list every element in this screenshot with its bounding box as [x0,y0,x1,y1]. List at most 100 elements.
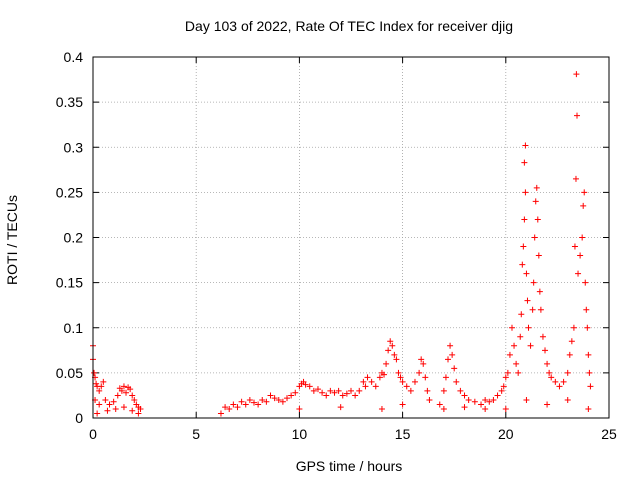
x-tick-label: 10 [292,426,308,442]
data-point [323,392,330,399]
data-point [515,369,522,376]
data-point [523,396,530,403]
data-point [422,374,429,381]
data-point [420,360,427,367]
data-point [482,405,489,412]
data-point [129,407,136,414]
data-point [238,398,245,405]
data-point [525,324,532,331]
data-point [259,396,266,403]
data-point [389,342,396,349]
data-point [127,386,134,393]
x-tick-label: 5 [192,426,200,442]
data-point [242,401,249,408]
data-point [250,399,257,406]
data-point [226,405,233,412]
data-point [426,396,433,403]
data-point [118,387,125,394]
data-point [381,371,388,378]
data-point [502,374,509,381]
data-point [314,386,321,393]
data-point [129,392,136,399]
data-point [98,383,105,390]
data-point [560,378,567,385]
data-point [478,401,485,408]
data-point [362,383,369,390]
data-point [490,396,497,403]
data-point [544,360,551,367]
data-point [534,216,541,223]
data-point [356,387,363,394]
data-point [385,347,392,354]
data-point [504,369,511,376]
data-point [575,270,582,277]
data-point [339,392,346,399]
data-point [513,360,520,367]
data-point [399,401,406,408]
data-point [506,351,513,358]
data-point [533,184,540,191]
data-point [587,383,594,390]
data-point [482,396,489,403]
data-point [564,396,571,403]
data-point [106,401,113,408]
data-point [486,398,493,405]
data-point [100,378,107,385]
data-point [568,338,575,345]
data-point [96,387,103,394]
data-point [372,383,379,390]
data-point [440,405,447,412]
data-point [451,365,458,372]
data-point [335,387,342,394]
data-point [234,404,241,411]
data-point [255,401,262,408]
data-point [120,404,127,411]
data-point [306,383,313,390]
data-point [418,356,425,363]
data-point [572,175,579,182]
data-point [519,261,526,268]
data-point [542,347,549,354]
data-point [279,398,286,405]
data-point [407,387,414,394]
data-point [539,333,546,340]
data-point [327,387,334,394]
data-point [222,404,229,411]
data-point [524,297,531,304]
data-point [403,383,410,390]
data-point [573,71,580,78]
data-point [275,396,282,403]
data-point [393,356,400,363]
data-point [337,404,344,411]
data-point [508,324,515,331]
data-point [395,369,402,376]
data-point [364,374,371,381]
data-point [552,378,559,385]
data-points [90,71,594,417]
data-point [271,395,278,402]
data-point [511,342,518,349]
data-point [96,401,103,408]
data-point [566,351,573,358]
data-point [564,369,571,376]
data-point [571,243,578,250]
y-tick-label: 0 [75,410,83,426]
data-point [457,387,464,394]
data-point [579,234,586,241]
x-tick-label: 15 [395,426,411,442]
data-point [246,396,253,403]
data-point [440,387,447,394]
data-point [114,392,121,399]
data-point [391,351,398,358]
x-tick-label: 25 [601,426,617,442]
data-point [570,324,577,331]
data-point [521,159,528,166]
data-point [530,279,537,286]
data-point [580,202,587,209]
data-point [531,234,538,241]
data-point [520,243,527,250]
data-point [581,189,588,196]
data-point [288,392,295,399]
